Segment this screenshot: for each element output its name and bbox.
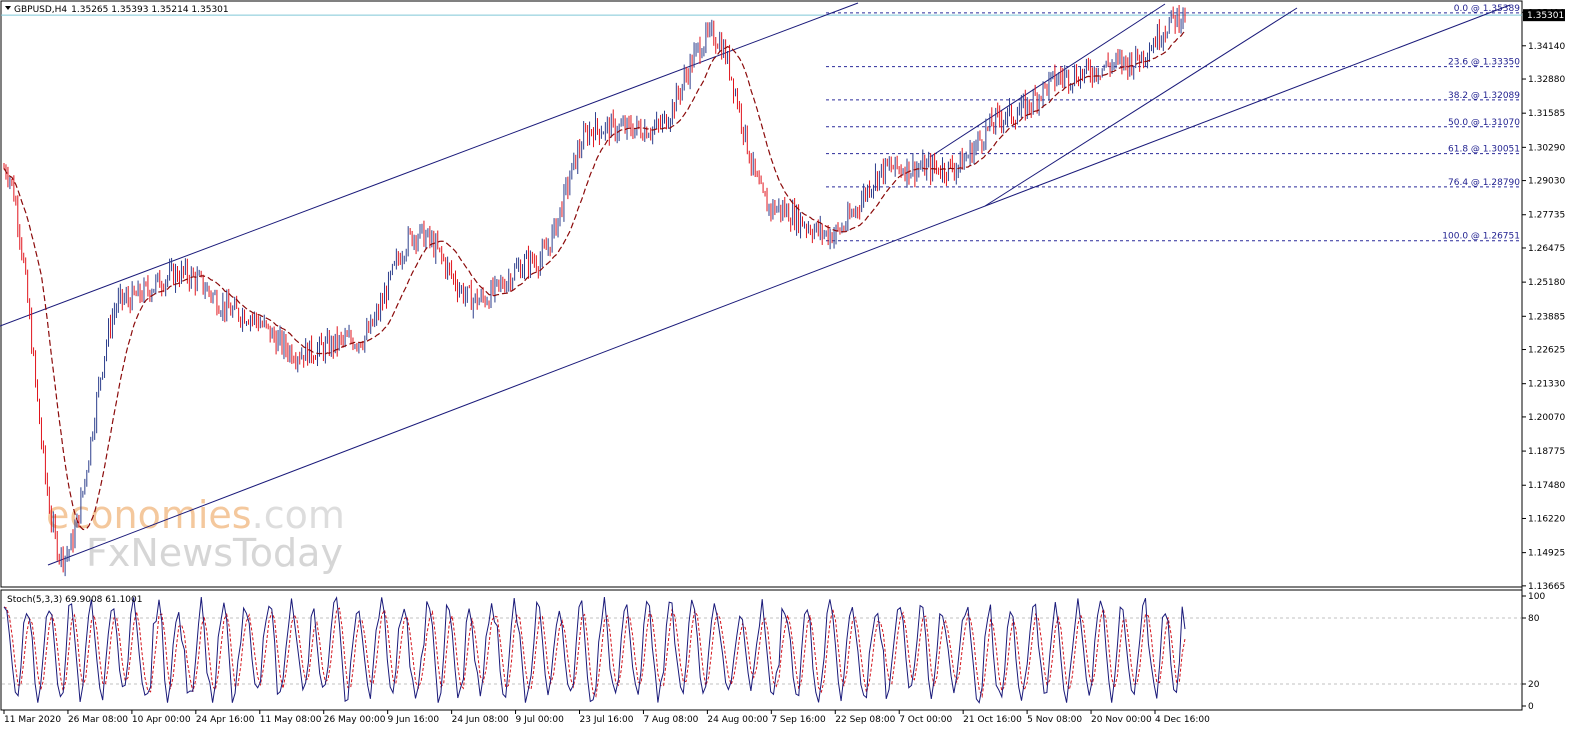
- time-tick-label: 23 Jul 16:00: [580, 715, 634, 725]
- time-tick-label: 24 Jun 08:00: [452, 715, 509, 725]
- time-tick-label: 11 May 08:00: [260, 715, 322, 725]
- price-tick-label: 1.20070: [1528, 413, 1565, 423]
- price-axis[interactable]: 1.354101.341401.328801.315851.302901.290…: [1522, 8, 1565, 592]
- fib-level-label: 50.0 @ 1.31070: [1448, 118, 1520, 128]
- fib-level-label: 0.0 @ 1.35389: [1454, 4, 1521, 14]
- price-tick-label: 1.31585: [1528, 109, 1565, 119]
- svg-text:GBPUSD,H41.35265 1.35393 1.352: GBPUSD,H4 1.35265 1.35393 1.35214 1.35301: [14, 5, 229, 15]
- time-tick-label: 9 Jul 00:00: [516, 715, 565, 725]
- fib-level-label: 61.8 @ 1.30051: [1448, 145, 1520, 155]
- time-tick-label: 21 Oct 16:00: [963, 715, 1022, 725]
- time-axis[interactable]: 11 Mar 2020 26 Mar 08:00 10 Apr 00:00 24 Ap…: [3, 710, 1210, 725]
- price-tick-label: 1.25180: [1528, 278, 1565, 288]
- watermark: economies.com FxNewsToday: [46, 493, 345, 575]
- triangle-down-icon[interactable]: [5, 6, 11, 10]
- trend-line[interactable]: [929, 3, 1166, 158]
- price-tick-label: 1.22625: [1528, 346, 1565, 356]
- fib-level-label: 23.6 @ 1.33350: [1448, 58, 1520, 68]
- price-tick-label: 1.30290: [1528, 143, 1565, 153]
- time-tick-label: 11 Mar 2020: [4, 715, 61, 725]
- time-tick-label: 10 Apr 00:00: [132, 715, 191, 725]
- trend-channels[interactable]: [0, 2, 1511, 566]
- trend-line[interactable]: [984, 7, 1298, 207]
- price-tick-label: 1.18775: [1528, 447, 1565, 457]
- stoch-tick-label: 100: [1528, 592, 1545, 602]
- fib-level-label: 100.0 @ 1.26751: [1442, 232, 1520, 242]
- time-tick-label: 7 Oct 00:00: [899, 715, 952, 725]
- price-tick-label: 1.13665: [1528, 582, 1565, 592]
- fib-level-label: 76.4 @ 1.28790: [1448, 178, 1520, 188]
- stochastic-oscillator: [2, 596, 1521, 704]
- svg-text:1.35301: 1.35301: [1527, 11, 1564, 21]
- fibonacci-retracement[interactable]: 0.0 @ 1.35389 23.6 @ 1.33350 38.2 @ 1.3208…: [826, 4, 1521, 242]
- time-tick-label: 20 Nov 00:00: [1091, 715, 1152, 725]
- stochastic-axis: 100 80 20 0: [1522, 592, 1545, 712]
- chart-header: GBPUSD,H4 1.35265 1.35393 1.35214 1.35301: [5, 5, 229, 15]
- current-price-tag: 1.35301: [1523, 9, 1565, 22]
- moving-average-line: [3, 30, 1186, 531]
- price-tick-label: 1.29030: [1528, 177, 1565, 187]
- main-chart-panel[interactable]: [0, 0, 1523, 588]
- trend-line[interactable]: [47, 4, 1511, 566]
- symbol-label: GBPUSD,H4: [14, 5, 67, 15]
- price-tick-label: 1.21330: [1528, 380, 1565, 390]
- ohlc-values: 1.35265 1.35393 1.35214 1.35301: [71, 5, 228, 15]
- stoch-tick-label: 0: [1528, 702, 1534, 712]
- time-tick-label: 26 May 00:00: [324, 715, 386, 725]
- stoch-main-line: [3, 596, 1186, 704]
- price-tick-label: 1.17480: [1528, 481, 1565, 491]
- time-tick-label: 5 Nov 08:00: [1027, 715, 1082, 725]
- price-tick-label: 1.27735: [1528, 211, 1565, 221]
- price-tick-label: 1.16220: [1528, 514, 1565, 524]
- fib-level-label: 38.2 @ 1.32089: [1448, 91, 1520, 101]
- watermark-fxnewstoday: FxNewsToday: [86, 531, 343, 575]
- time-tick-label: 9 Jun 16:00: [388, 715, 440, 725]
- price-tick-label: 1.34140: [1528, 42, 1565, 52]
- price-tick-label: 1.32880: [1528, 75, 1565, 85]
- time-tick-label: 7 Aug 08:00: [643, 715, 698, 725]
- time-tick-label: 7 Sep 16:00: [771, 715, 826, 725]
- time-tick-label: 22 Sep 08:00: [835, 715, 895, 725]
- time-tick-label: 4 Dec 16:00: [1155, 715, 1210, 725]
- price-tick-label: 1.23885: [1528, 312, 1565, 322]
- time-tick-label: 24 Apr 16:00: [196, 715, 255, 725]
- stoch-tick-label: 80: [1528, 614, 1540, 624]
- stochastic-label: Stoch(5,3,3) 69.9008 61.1001: [7, 595, 142, 605]
- price-tick-label: 1.26475: [1528, 244, 1565, 254]
- stoch-tick-label: 20: [1528, 680, 1540, 690]
- time-tick-label: 26 Mar 08:00: [68, 715, 128, 725]
- time-tick-label: 24 Aug 00:00: [707, 715, 768, 725]
- price-tick-label: 1.14925: [1528, 549, 1565, 559]
